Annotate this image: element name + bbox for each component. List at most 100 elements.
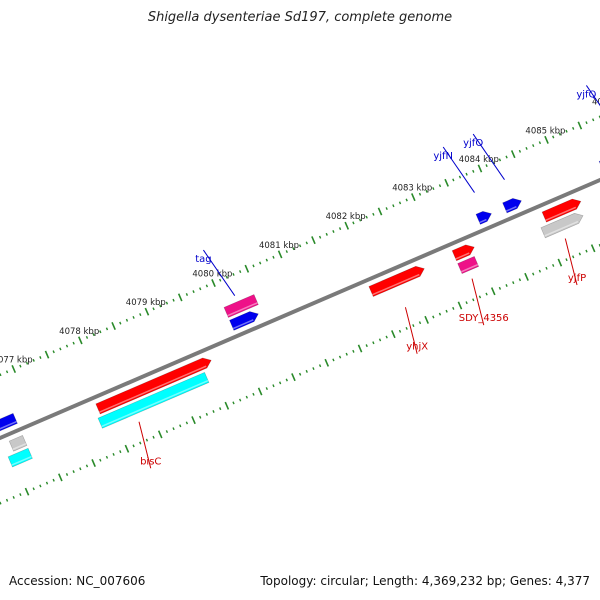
tick-mark-top bbox=[152, 435, 155, 439]
tick-mark-bottom bbox=[125, 318, 129, 322]
tick-mark-top bbox=[465, 301, 468, 305]
tick-mark-bottom bbox=[311, 236, 316, 245]
tick-mark-bottom bbox=[5, 370, 9, 374]
gene-feature-yjfN bbox=[475, 211, 492, 225]
gene-feature-bisC bbox=[95, 357, 212, 415]
tick-mark-top bbox=[45, 481, 49, 485]
tick-mark-bottom bbox=[85, 335, 89, 339]
tick-mark-bottom bbox=[558, 132, 562, 136]
tick-mark-bottom bbox=[99, 330, 102, 334]
gene-feature-highlight bbox=[99, 365, 207, 413]
gene-feature-highlight bbox=[0, 420, 17, 430]
tick-mark-bottom bbox=[377, 207, 383, 216]
tick-mark-bottom bbox=[44, 350, 50, 359]
tick-mark-bottom bbox=[244, 264, 250, 273]
tick-mark-top bbox=[65, 473, 69, 476]
tick-mark-top bbox=[232, 401, 235, 405]
accession-text: Accession: NC_007606 bbox=[9, 574, 146, 588]
tick-mark-top bbox=[512, 281, 515, 285]
tick-mark-top bbox=[112, 452, 115, 456]
genome-summary-text: Topology: circular; Length: 4,369,232 bp… bbox=[260, 574, 590, 588]
tick-mark-bottom bbox=[298, 244, 302, 248]
tick-mark-bottom bbox=[458, 175, 462, 179]
tick-mark-bottom bbox=[219, 278, 222, 282]
tick-mark-top bbox=[272, 384, 275, 388]
gene-feature-highlight bbox=[372, 273, 420, 296]
ruler-label: 4078 kbp bbox=[59, 327, 99, 337]
tick-mark-bottom bbox=[199, 287, 202, 291]
tick-mark-top bbox=[318, 364, 322, 368]
tick-mark-bottom bbox=[272, 255, 275, 259]
tick-mark-bottom bbox=[139, 313, 142, 317]
tick-mark-top bbox=[505, 284, 508, 287]
tick-mark-bottom bbox=[505, 155, 508, 159]
tick-mark-bottom bbox=[472, 169, 475, 173]
tick-mark-bottom bbox=[277, 250, 283, 259]
tick-mark-bottom bbox=[532, 144, 535, 148]
genome-backbone bbox=[0, 177, 600, 441]
gene-feature-SDY_4356 bbox=[457, 255, 480, 275]
gene-feature-highlight bbox=[101, 379, 209, 428]
tick-mark-top bbox=[498, 286, 502, 290]
tick-mark-bottom bbox=[192, 290, 195, 294]
tick-mark-bottom bbox=[232, 272, 235, 276]
tick-mark-bottom bbox=[305, 241, 308, 245]
gene-label-yjfP: yjfP bbox=[568, 273, 586, 284]
tick-mark-bottom bbox=[565, 129, 568, 133]
tick-mark-bottom bbox=[585, 121, 588, 125]
tick-mark-bottom bbox=[538, 141, 542, 145]
tick-mark-top bbox=[424, 315, 429, 324]
tick-mark-top bbox=[338, 355, 342, 359]
tick-mark-top bbox=[545, 266, 548, 270]
leader-line-bisC bbox=[138, 421, 152, 469]
tick-mark-top bbox=[412, 324, 415, 328]
tick-mark-bottom bbox=[518, 149, 522, 153]
tick-mark-bottom bbox=[572, 126, 575, 130]
gene-feature-cyan-left bbox=[7, 447, 33, 468]
tick-mark-bottom bbox=[358, 218, 362, 222]
gene-feature-highlight bbox=[545, 206, 577, 221]
tick-mark-top bbox=[39, 484, 42, 488]
leader-line-yhjX bbox=[404, 307, 418, 354]
leader-line-SDY_4356 bbox=[471, 278, 485, 326]
tick-mark-bottom bbox=[332, 230, 335, 233]
tick-mark-top bbox=[432, 315, 435, 319]
gene-feature-yhjX bbox=[368, 265, 425, 297]
tick-mark-bottom bbox=[318, 235, 322, 239]
tick-mark-bottom bbox=[592, 118, 595, 122]
tick-mark-bottom bbox=[19, 364, 22, 368]
tick-mark-bottom bbox=[465, 172, 468, 176]
gene-feature-highlight bbox=[11, 455, 32, 466]
tick-mark-top bbox=[205, 412, 209, 416]
gene-feature-highlight bbox=[227, 302, 258, 317]
tick-mark-bottom bbox=[292, 247, 295, 251]
tick-mark-top bbox=[345, 352, 348, 356]
tick-mark-bottom bbox=[252, 264, 255, 268]
gene-feature-highlight bbox=[544, 220, 579, 237]
gene-label-bisC: bisC bbox=[140, 456, 161, 467]
tick-mark-bottom bbox=[177, 293, 183, 302]
tick-mark-top bbox=[105, 455, 109, 459]
tick-mark-bottom bbox=[172, 298, 175, 302]
gene-label-yjfO: yjfO bbox=[463, 138, 483, 149]
tick-mark-bottom bbox=[239, 270, 242, 274]
tick-mark-bottom bbox=[185, 293, 189, 296]
tick-mark-top bbox=[305, 369, 308, 373]
tick-mark-top bbox=[532, 272, 535, 276]
tick-mark-bottom bbox=[92, 333, 95, 337]
tick-mark-bottom bbox=[65, 344, 69, 348]
gene-feature-gray-left bbox=[8, 434, 28, 452]
gene-label-yjfN: yjfN bbox=[433, 151, 453, 162]
tick-mark-top bbox=[179, 424, 182, 428]
tick-mark-bottom bbox=[544, 135, 549, 144]
map-title: Shigella dysenteriae Sd197, complete gen… bbox=[147, 10, 453, 25]
tick-mark-bottom bbox=[510, 150, 516, 159]
tick-mark-top bbox=[52, 478, 55, 482]
tick-mark-top bbox=[490, 287, 496, 296]
tick-mark-bottom bbox=[444, 178, 449, 187]
tick-mark-top bbox=[224, 401, 230, 410]
tick-mark-top bbox=[352, 349, 355, 353]
tick-mark-bottom bbox=[59, 347, 62, 351]
gene-feature-highlight bbox=[455, 252, 470, 260]
